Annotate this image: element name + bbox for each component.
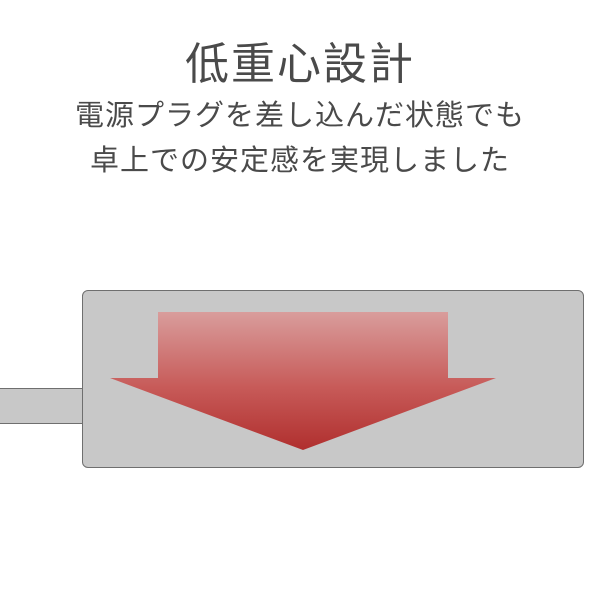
feature-subtitle: 電源プラグを差し込んだ状態でも 卓上での安定感を実現しました xyxy=(0,94,600,184)
subtitle-line-2: 卓上での安定感を実現しました xyxy=(90,145,510,177)
subtitle-line-1: 電源プラグを差し込んだ状態でも xyxy=(75,100,525,132)
feature-title: 低重心設計 xyxy=(0,28,600,92)
product-feature-card: 低重心設計 電源プラグを差し込んだ状態でも 卓上での安定感を実現しました xyxy=(0,0,600,600)
down-arrow-icon xyxy=(0,290,600,595)
low-center-of-gravity-diagram xyxy=(0,290,600,490)
